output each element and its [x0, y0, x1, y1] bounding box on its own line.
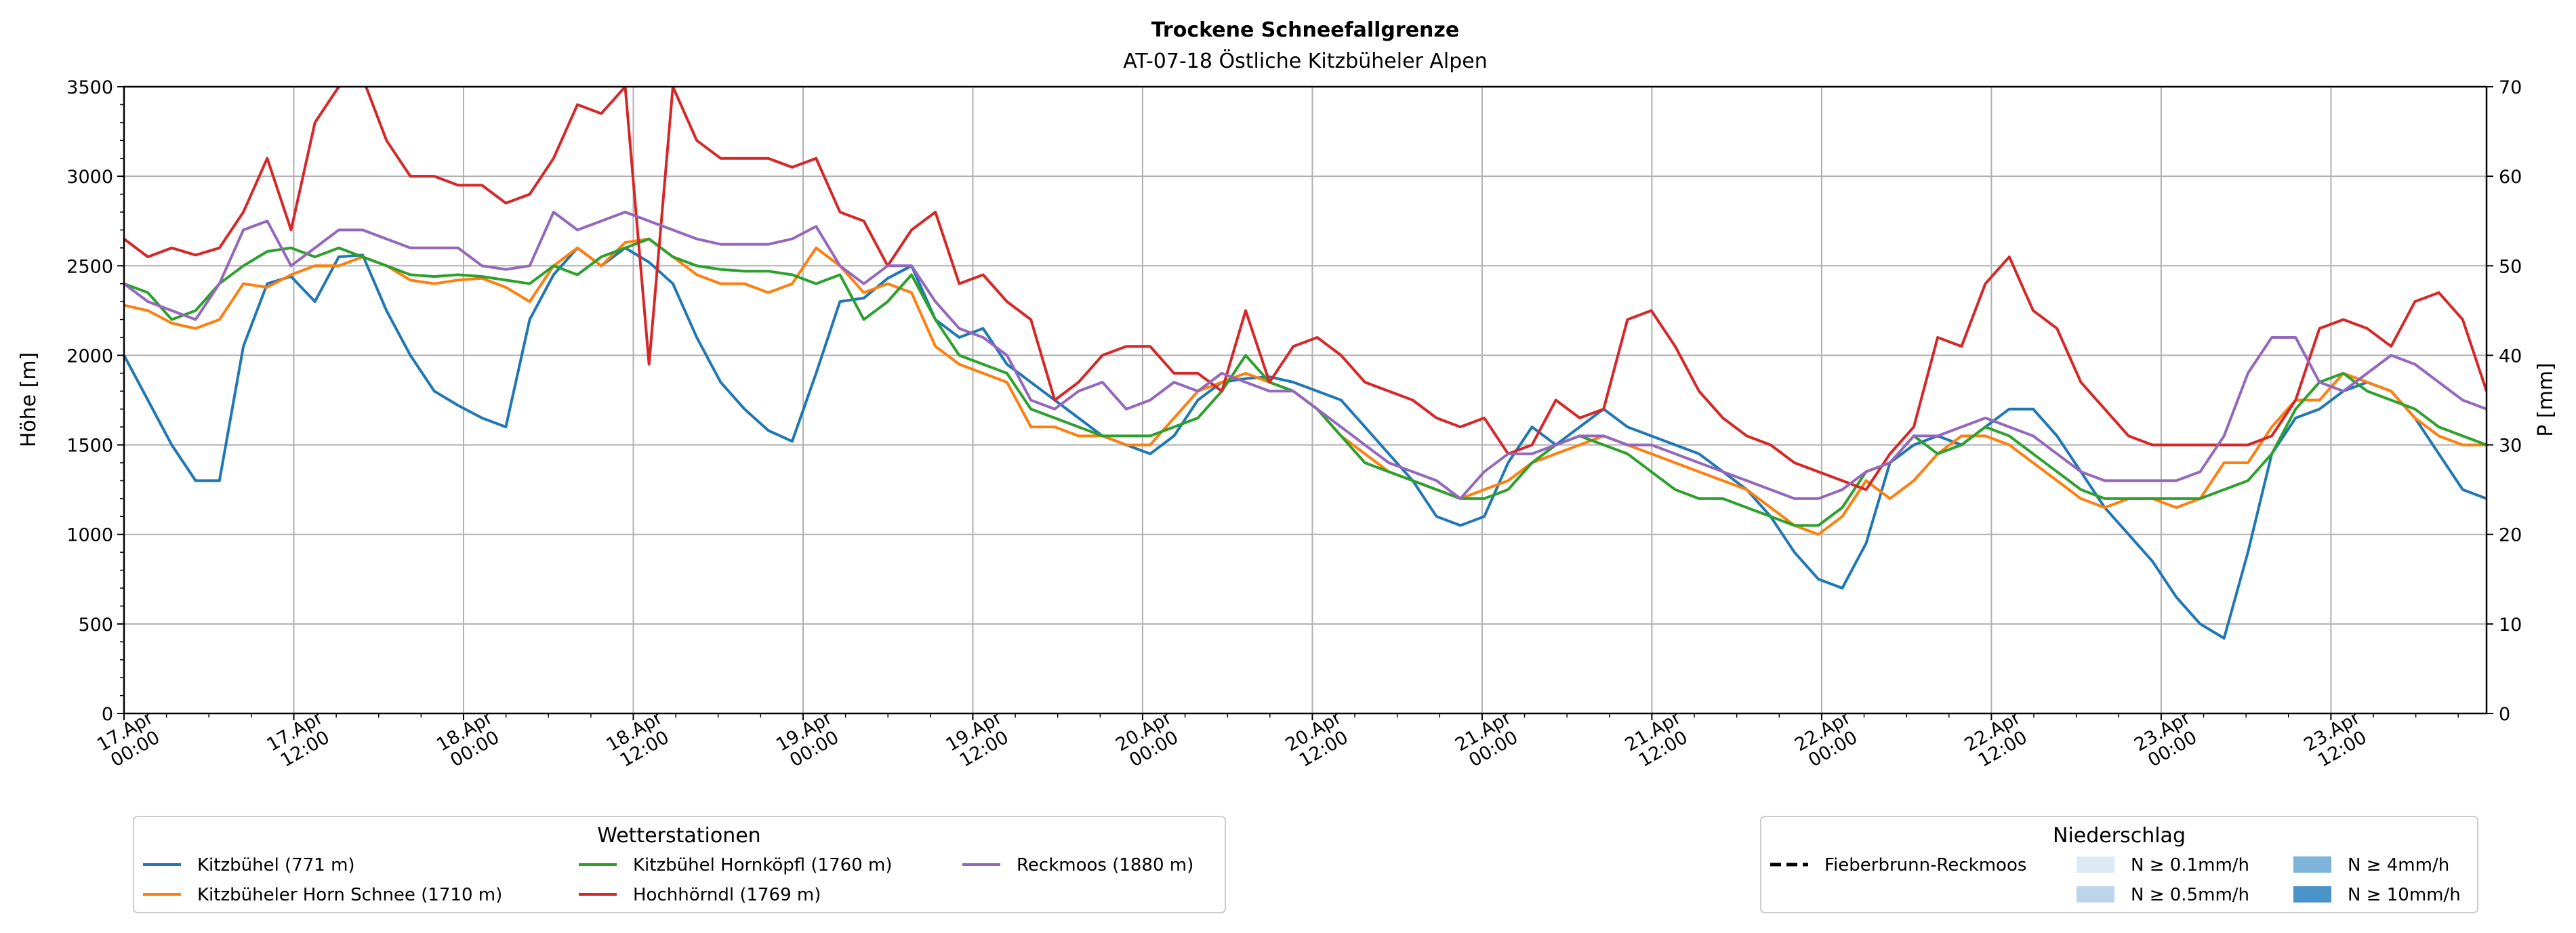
y2-tick-label: 0: [2499, 704, 2510, 725]
y2-axis-ticks: 0 10 20 30 40 50 60 70: [2487, 77, 2522, 725]
chart-subtitle: AT-07-18 Östliche Kitzbüheler Alpen: [1123, 49, 1488, 73]
y2-axis-label: P [mm]: [2534, 362, 2558, 436]
series-lines: [124, 87, 2487, 640]
y2-tick-label: 10: [2499, 615, 2522, 636]
stations-legend-title: Wetterstationen: [597, 824, 760, 848]
station-legend-label: Kitzbühel (771 m): [197, 855, 355, 875]
y2-tick-label: 30: [2499, 436, 2522, 457]
series-line-3: [124, 237, 2487, 527]
precip-legend-swatch: [2077, 856, 2114, 873]
y2-tick-label: 60: [2499, 167, 2522, 188]
y-tick-label: 2500: [66, 256, 113, 277]
y-axis-ticks: 0 500 1000 1500 2000 2500 3000 3500: [66, 77, 124, 725]
series-line-4: [124, 87, 2487, 491]
precip-legend-label: N ≥ 4mm/h: [2348, 855, 2449, 875]
chart-title: Trockene Schneefallgrenze: [1151, 18, 1459, 42]
y-tick-label: 1000: [66, 525, 113, 546]
precip-line-label: Fieberbrunn-Reckmoos: [1824, 855, 2026, 875]
stations-legend: Wetterstationen Kitzbühel (771 m) Kitzbüh…: [133, 816, 1226, 913]
station-legend-label: Kitzbüheler Horn Schnee (1710 m): [197, 885, 502, 905]
y-tick-label: 500: [78, 615, 113, 636]
precip-legend-label: N ≥ 0.1mm/h: [2131, 855, 2249, 875]
grid-lines: [124, 86, 2487, 714]
y2-tick-label: 40: [2499, 346, 2522, 367]
y-tick-label: 1500: [66, 436, 113, 457]
stations-legend-frame: [133, 816, 1226, 913]
series-line-5: [124, 211, 2487, 500]
station-legend-label: Kitzbühel Hornköpfl (1760 m): [633, 855, 892, 875]
y-tick-label: 3500: [66, 77, 113, 98]
plot-frame: [123, 85, 2488, 715]
precip-legend-label: N ≥ 0.5mm/h: [2131, 885, 2249, 905]
y-axis-label: Höhe [m]: [17, 352, 41, 448]
station-legend-label: Hochhörndl (1769 m): [633, 885, 821, 905]
precip-legend-label: N ≥ 10mm/h: [2348, 885, 2461, 905]
station-legend-label: Reckmoos (1880 m): [1017, 855, 1193, 875]
y2-tick-label: 20: [2499, 525, 2522, 546]
precip-legend-swatch: [2077, 886, 2114, 903]
series-line-1: [124, 246, 2487, 640]
precip-legend-swatch: [2293, 856, 2331, 873]
y-tick-label: 0: [102, 704, 113, 725]
y2-tick-label: 50: [2499, 256, 2522, 277]
y-tick-label: 2000: [66, 346, 113, 367]
precip-legend: Niederschlag Fieberbrunn-Reckmoos N ≥ 0.…: [1760, 816, 2478, 913]
y2-tick-label: 70: [2499, 77, 2522, 98]
precip-legend-swatch: [2293, 886, 2331, 903]
y-tick-label: 3000: [66, 167, 113, 188]
precip-legend-title: Niederschlag: [2053, 824, 2186, 848]
